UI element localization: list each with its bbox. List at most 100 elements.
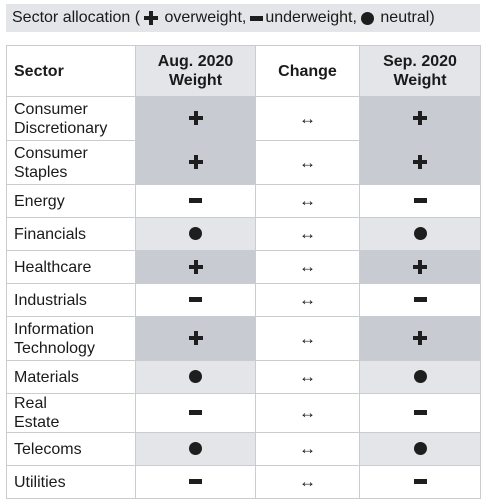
left-right-arrow-icon: ↔: [299, 403, 316, 423]
sep-weight-cell: [359, 283, 481, 317]
left-right-arrow-icon: ↔: [299, 257, 316, 277]
minus-icon: [413, 297, 427, 303]
table-row: Energy ↔: [6, 184, 481, 218]
table-title: Sector allocation ( overweight, underwei…: [6, 4, 480, 32]
table-row: Telecoms ↔: [6, 432, 481, 466]
legend-underweight-label: underweight,: [265, 9, 357, 26]
aug-weight-cell: [135, 96, 256, 141]
sector-name-cell: Utilities: [6, 465, 136, 499]
sector-name: Energy: [14, 192, 65, 210]
left-right-arrow-icon: ↔: [299, 439, 316, 459]
header-change: Change: [255, 45, 360, 97]
change-cell: ↔: [255, 393, 360, 433]
sector-name-cell: Information Technology: [6, 316, 136, 361]
sector-name: Telecoms: [14, 440, 82, 458]
sep-weight-cell: [359, 432, 481, 466]
title-prefix: Sector allocation (: [12, 9, 141, 26]
sep-weight-cell: [359, 250, 481, 284]
change-cell: ↔: [255, 250, 360, 284]
sector-name: Utilities: [14, 473, 66, 491]
sector-name-cell: Industrials: [6, 283, 136, 317]
sector-name: Consumer Staples: [14, 144, 88, 181]
aug-weight-cell: [135, 432, 256, 466]
sep-weight-cell: [359, 184, 481, 218]
sep-weight-cell: [359, 140, 481, 185]
sep-weight-cell: [359, 217, 481, 251]
aug-weight-cell: [135, 283, 256, 317]
minus-icon: [413, 479, 427, 485]
table-row: Healthcare ↔: [6, 250, 481, 284]
change-cell: ↔: [255, 283, 360, 317]
sector-name-cell: Consumer Staples: [6, 140, 136, 185]
plus-icon: [188, 259, 203, 274]
sector-name-cell: Telecoms: [6, 432, 136, 466]
legend-plus-icon: [144, 11, 159, 25]
minus-icon: [413, 410, 427, 416]
change-cell: ↔: [255, 140, 360, 185]
legend-minus-icon: [250, 15, 264, 21]
change-cell: ↔: [255, 316, 360, 361]
left-right-arrow-icon: ↔: [299, 328, 316, 348]
minus-icon: [189, 297, 202, 303]
sector-name: Real Estate: [14, 395, 60, 431]
plus-icon: [413, 331, 427, 346]
left-right-arrow-icon: ↔: [299, 290, 316, 310]
legend-neutral-label: neutral): [375, 9, 435, 26]
dot-icon: [189, 227, 202, 241]
change-cell: ↔: [255, 432, 360, 466]
sector-name: Materials: [14, 368, 79, 386]
aug-weight-cell: [135, 316, 256, 361]
plus-icon: [413, 259, 427, 274]
sector-name: Industrials: [14, 291, 87, 309]
sep-weight-cell: [359, 360, 481, 394]
aug-weight-cell: [135, 140, 256, 185]
sep-weight-cell: [359, 96, 481, 141]
plus-icon: [188, 155, 203, 170]
sector-name-cell: Materials: [6, 360, 136, 394]
change-cell: ↔: [255, 217, 360, 251]
header-sep-weight-label: Sep. 2020 Weight: [383, 53, 457, 89]
sep-weight-cell: [359, 393, 481, 433]
change-cell: ↔: [255, 96, 360, 141]
minus-icon: [189, 198, 202, 204]
header-row: Sector Aug. 2020 Weight Change Sep. 2020…: [6, 45, 481, 97]
aug-weight-cell: [135, 217, 256, 251]
minus-icon: [413, 198, 427, 204]
left-right-arrow-icon: ↔: [299, 152, 316, 172]
table-row: Real Estate ↔: [6, 393, 481, 433]
minus-icon: [189, 479, 202, 485]
header-sep-weight: Sep. 2020 Weight: [359, 45, 481, 97]
change-cell: ↔: [255, 465, 360, 499]
left-right-arrow-icon: ↔: [299, 224, 316, 244]
aug-weight-cell: [135, 184, 256, 218]
legend-overweight-label: overweight,: [160, 9, 247, 26]
sector-name-cell: Consumer Discretionary: [6, 96, 136, 141]
sep-weight-cell: [359, 316, 481, 361]
sector-name-cell: Energy: [6, 184, 136, 218]
left-right-arrow-icon: ↔: [299, 191, 316, 211]
sector-name: Healthcare: [14, 258, 92, 276]
aug-weight-cell: [135, 360, 256, 394]
sector-name-cell: Real Estate: [6, 393, 136, 433]
table-row: Consumer Discretionary ↔: [6, 96, 481, 141]
table-row: Financials ↔: [6, 217, 481, 251]
sector-name-cell: Financials: [6, 217, 136, 251]
table-row: Consumer Staples ↔: [6, 140, 481, 185]
dot-icon: [413, 370, 427, 384]
sector-allocation-table: Sector Aug. 2020 Weight Change Sep. 2020…: [6, 45, 481, 499]
plus-icon: [188, 111, 203, 126]
change-cell: ↔: [255, 184, 360, 218]
sector-name-cell: Healthcare: [6, 250, 136, 284]
sep-weight-cell: [359, 465, 481, 499]
aug-weight-cell: [135, 393, 256, 433]
sector-name: Financials: [14, 225, 87, 243]
dot-icon: [413, 442, 427, 456]
aug-weight-cell: [135, 250, 256, 284]
left-right-arrow-icon: ↔: [299, 108, 316, 128]
legend-dot-icon: [360, 11, 374, 25]
left-right-arrow-icon: ↔: [299, 367, 316, 387]
plus-icon: [413, 155, 427, 170]
header-sector: Sector: [6, 45, 136, 97]
sector-name: Consumer Discretionary: [14, 100, 108, 137]
minus-icon: [189, 410, 202, 416]
